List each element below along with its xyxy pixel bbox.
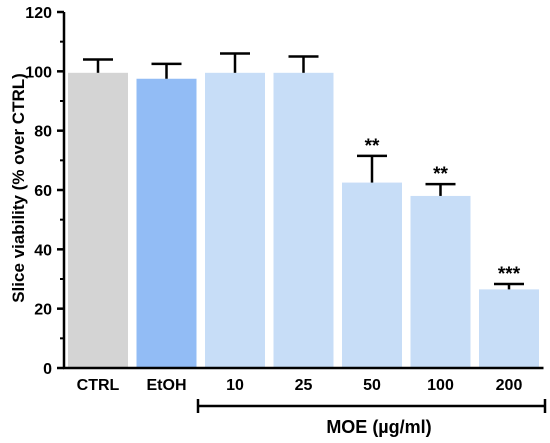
y-tick-label: 20 [34, 302, 52, 319]
bar-10 [205, 72, 265, 369]
x-tick-label: 25 [295, 377, 313, 394]
bars-group: ******* [68, 52, 539, 369]
bar-50 [342, 182, 402, 368]
x-tick-label: 50 [363, 377, 381, 394]
bar-100 [410, 195, 471, 368]
bar-etoh [136, 78, 197, 368]
y-axis: 0 20 40 60 80 100 120 [25, 5, 66, 378]
bar-200 [479, 289, 539, 368]
y-tick-label: 80 [34, 124, 52, 141]
y-tick-label: 120 [25, 5, 52, 22]
bar-ctrl [68, 72, 128, 369]
y-tick-label: 60 [34, 183, 52, 200]
significance-marker: *** [498, 264, 521, 285]
x-tick-label: EtOH [147, 377, 187, 394]
y-tick-label: 40 [34, 242, 52, 259]
x-tick-label: 100 [427, 377, 454, 394]
bar-25 [273, 72, 334, 369]
y-axis-label: Slice viability (% over CTRL) [9, 73, 28, 303]
group-bracket [196, 399, 547, 413]
significance-marker: ** [365, 136, 380, 157]
y-tick-label: 0 [43, 361, 52, 378]
y-tick-label: 100 [25, 64, 52, 81]
x-tick-label: CTRL [77, 377, 120, 394]
group-label: MOE (µg/ml) [326, 417, 431, 437]
x-tick-label: 10 [226, 377, 244, 394]
x-tick-label: 200 [496, 377, 523, 394]
x-axis: CTRL EtOH 10 25 50 100 200 [63, 366, 544, 394]
significance-marker: ** [433, 164, 448, 185]
